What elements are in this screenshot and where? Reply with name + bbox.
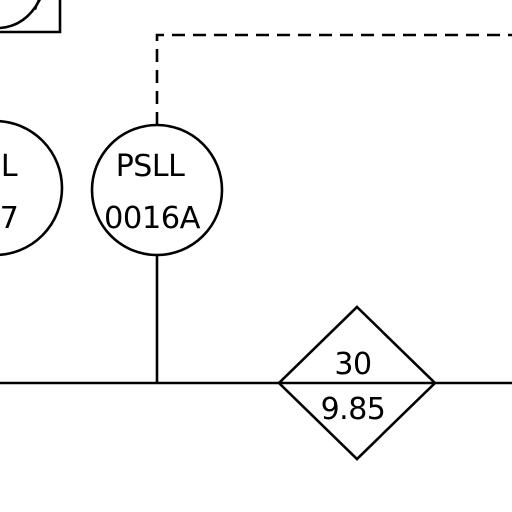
instrument-left-tag-bottom: 7 — [0, 201, 18, 236]
instrument-tag-number: 0016A — [104, 201, 201, 236]
process-diamond-tag: 30 9.85 — [277, 305, 437, 461]
instrument-bubble-left-circle — [0, 119, 64, 257]
partial-top-left-glyph: / — [35, 0, 43, 14]
diamond-value-top: 30 — [334, 347, 371, 382]
instrument-left-tag-top: L — [1, 149, 18, 184]
partial-arc — [0, 0, 41, 30]
instrument-tag-function: PSLL — [116, 149, 185, 184]
partial-top-left-symbol: / — [0, 0, 62, 34]
dashed-signal-line — [155, 33, 512, 125]
partial-box-outline — [0, 0, 62, 34]
instrument-bubble-pressure-switch: PSLL 0016A — [90, 123, 224, 257]
diamond-value-bottom: 9.85 — [321, 392, 386, 427]
instrument-bubble-left: L 7 — [0, 119, 64, 257]
instrument-bubble-circle — [90, 123, 224, 257]
